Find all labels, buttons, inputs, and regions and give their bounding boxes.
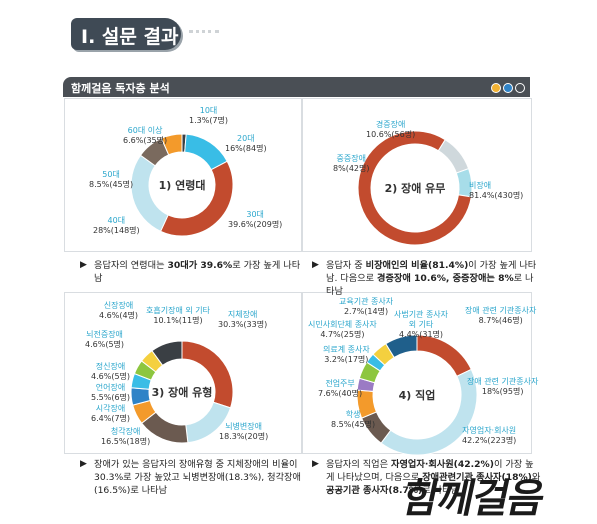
note-arrow-icon: ▶ bbox=[312, 260, 319, 270]
chart-disability: 2) 장애 유무 bbox=[357, 130, 473, 246]
label-age-40: 40대 28%(148명) bbox=[93, 216, 140, 235]
panel-job bbox=[302, 292, 532, 454]
dot-blue bbox=[503, 83, 513, 93]
label-type-speech: 언어장애 5.5%(6명) bbox=[91, 383, 131, 402]
section-bar: 함께걸음 독자층 분석 bbox=[63, 77, 530, 97]
label-job-medical: 의료계 종사자 3.2%(17명) bbox=[323, 345, 370, 364]
dot-dark bbox=[515, 83, 525, 93]
label-age-20: 20대 16%(84명) bbox=[225, 134, 267, 153]
label-type-physical: 지체장애 30.3%(33명) bbox=[218, 310, 268, 329]
slice-1-3 bbox=[159, 160, 234, 237]
note-disability: ▶ 응답자 중 비장애인의 비율(81.4%)이 가장 높게 나타남. 다음으로… bbox=[312, 260, 537, 297]
slice-1-6 bbox=[160, 133, 183, 156]
chart-center-title: 1) 연령대 bbox=[159, 178, 206, 192]
chart-type: 3) 장애 유형 bbox=[130, 340, 234, 444]
slice-3-9 bbox=[151, 340, 183, 367]
label-job-disability-org: 장애 관련 기관종사자 18%(95명) bbox=[467, 377, 539, 396]
label-age-50: 50대 8.5%(45명) bbox=[89, 170, 134, 189]
slice-4-1 bbox=[416, 334, 472, 377]
label-age-60: 60대 이상 6.6%(35명) bbox=[123, 126, 168, 145]
note-job: ▶ 응답자의 직업은 자영업자·회사원(42.2%)이 가장 높게 나타났으며,… bbox=[312, 459, 541, 496]
label-type-hearing: 청각장애 16.5%(18명) bbox=[101, 427, 151, 446]
chart-center-title: 3) 장애 유형 bbox=[152, 385, 213, 399]
label-type-vision: 시각장애 6.4%(7명) bbox=[91, 404, 131, 423]
label-type-kidney: 신장장애 4.6%(4명) bbox=[99, 301, 139, 320]
label-age-10: 10대 1.3%(7명) bbox=[189, 106, 229, 125]
label-job-education: 교육기관 종사자 2.7%(14명) bbox=[339, 297, 394, 316]
label-job-homemaker: 전업주부 7.6%(40명) bbox=[318, 379, 363, 398]
note-arrow-icon: ▶ bbox=[80, 260, 87, 270]
chart-job: 4) 직업 bbox=[356, 334, 478, 456]
label-type-other: 호흡기장애 외 기타 10.1%(11명) bbox=[146, 306, 210, 325]
panel-disability bbox=[302, 98, 532, 252]
heading-badge: Ⅰ. 설문 결과 bbox=[71, 18, 181, 50]
chart-age: 1) 연령대 bbox=[130, 133, 234, 237]
chart-center-title: 4) 직업 bbox=[399, 388, 436, 402]
label-type-brain: 뇌병변장애 18.3%(20명) bbox=[219, 422, 269, 441]
label-dis-severe: 중증장애 8%(42명) bbox=[333, 154, 370, 173]
label-job-judicial: 사법기관 종사자 외 기타 4.4%(31명) bbox=[393, 310, 449, 339]
note-arrow-icon: ▶ bbox=[80, 459, 87, 469]
note-arrow-icon: ▶ bbox=[312, 459, 319, 469]
label-job-civic: 시민사회단체 종사자 4.7%(25명) bbox=[308, 320, 377, 339]
slice-2-1 bbox=[437, 138, 470, 174]
heading-dots bbox=[189, 30, 219, 33]
note-type: ▶ 장애가 있는 응답자의 장애유형 중 지체장애의 비율이 30.3%로 가장… bbox=[80, 459, 301, 496]
note-age: ▶ 응답자의 연령대는 30대가 39.6%로 가장 높게 나타남 bbox=[80, 260, 301, 284]
dot-orange bbox=[491, 83, 501, 93]
label-job-student: 학생 8.5%(45명) bbox=[331, 410, 376, 429]
brand-logo: 함께걸음 bbox=[398, 475, 548, 522]
slice-2-3 bbox=[357, 130, 472, 246]
label-dis-none: 비장애 81.4%(430명) bbox=[469, 181, 524, 200]
heading-text: Ⅰ. 설문 결과 bbox=[81, 26, 179, 48]
label-job-office: 자영업자·회사원 42.2%(223명) bbox=[462, 426, 517, 445]
chart-center-title: 2) 장애 유무 bbox=[385, 181, 446, 195]
label-job-public: 장애 관련 기관종사자 8.7%(46명) bbox=[465, 306, 537, 325]
section-title: 함께걸음 독자층 분석 bbox=[71, 82, 170, 95]
label-dis-mild: 경증장애 10.6%(56명) bbox=[366, 120, 416, 139]
slice-4-9 bbox=[385, 334, 418, 359]
label-type-mental: 정신장애 4.6%(5명) bbox=[91, 362, 131, 381]
label-age-30: 30대 39.6%(209명) bbox=[228, 210, 283, 229]
label-type-epilepsy: 뇌전증장애 4.6%(5명) bbox=[85, 330, 125, 349]
